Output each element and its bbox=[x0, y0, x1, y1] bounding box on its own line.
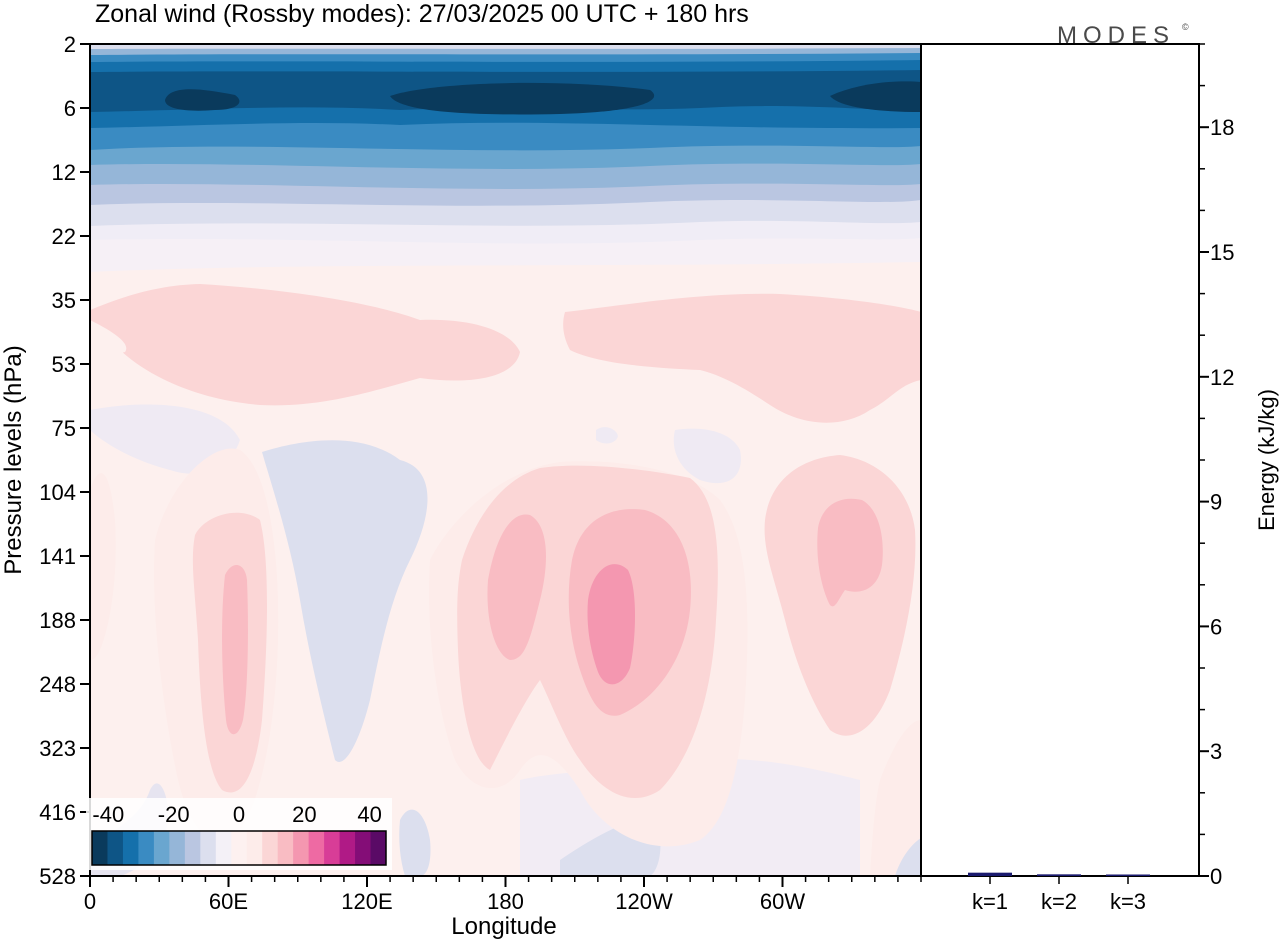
colorbar-swatch bbox=[92, 831, 108, 865]
colorbar-swatch bbox=[231, 831, 248, 865]
colorbar-frame bbox=[91, 830, 387, 866]
y-tick-label: 35 bbox=[52, 288, 76, 313]
colorbar-tick-label: 0 bbox=[233, 802, 245, 827]
y-tick-label: 416 bbox=[39, 800, 76, 825]
y-tick-label: 22 bbox=[52, 224, 76, 249]
energy-bar bbox=[1037, 874, 1081, 876]
y-tick-label: 141 bbox=[39, 544, 76, 569]
y-tick-label: 53 bbox=[52, 352, 76, 377]
y-tick-label: 75 bbox=[52, 416, 76, 441]
colorbar-swatch bbox=[122, 831, 139, 865]
y-tick-label: 2 bbox=[64, 32, 76, 57]
energy-panel-frame bbox=[920, 43, 1200, 877]
colorbar-swatch bbox=[277, 831, 294, 865]
energy-bars: k=1 k=2 k=3 bbox=[968, 872, 1150, 914]
colorbar-swatch bbox=[184, 831, 201, 865]
energy-bar bbox=[968, 872, 1012, 876]
x-tick-label: 60W bbox=[760, 889, 805, 914]
colorbar-tick-label: 40 bbox=[357, 802, 381, 827]
x-tick-label: 120W bbox=[615, 889, 673, 914]
energy-tick-label: 12 bbox=[1210, 365, 1234, 390]
y-axis-label: Pressure levels (hPa) bbox=[0, 345, 27, 574]
y-tick-label: 6 bbox=[64, 96, 76, 121]
colorbar-swatch bbox=[215, 831, 232, 865]
colorbar-swatch bbox=[293, 831, 310, 865]
colorbar-swatch bbox=[138, 831, 155, 865]
pressure-axis: 2 6 12 22 35 53 75 104 141 188 248 323 416 528 bbox=[39, 32, 90, 889]
colorbar-tick-label: -40 bbox=[92, 802, 124, 827]
colorbar-swatch bbox=[246, 831, 263, 865]
logo-mark: © bbox=[1182, 22, 1189, 32]
y-tick-label: 528 bbox=[39, 864, 76, 889]
energy-axis-label: Energy (kJ/kg) bbox=[1254, 389, 1279, 531]
colorbar-tick-label: -20 bbox=[158, 802, 190, 827]
y-tick-label: 248 bbox=[39, 672, 76, 697]
y-tick-label: 12 bbox=[52, 160, 76, 185]
x-tick-label: 180 bbox=[487, 889, 524, 914]
y-tick-label: 104 bbox=[39, 480, 76, 505]
x-axis-label: Longitude bbox=[451, 913, 556, 940]
energy-tick-label: 18 bbox=[1210, 115, 1234, 140]
colorbar-swatch bbox=[308, 831, 325, 865]
y-tick-label: 323 bbox=[39, 736, 76, 761]
x-tick-label: 120E bbox=[341, 889, 392, 914]
x-tick-label: 0 bbox=[84, 889, 96, 914]
chart-title: Zonal wind (Rossby modes): 27/03/2025 00… bbox=[95, 0, 749, 28]
colorbar-swatch bbox=[355, 831, 372, 865]
longitude-axis: 0 60E 120E 180 120W 60W bbox=[84, 876, 922, 914]
colorbar-swatch bbox=[324, 831, 341, 865]
category-label: k=2 bbox=[1041, 889, 1077, 914]
colorbar-swatch bbox=[262, 831, 279, 865]
colorbar-swatch bbox=[107, 831, 124, 865]
colorbar-swatch bbox=[200, 831, 217, 865]
energy-tick-label: 15 bbox=[1210, 240, 1234, 265]
energy-bar bbox=[1106, 874, 1150, 876]
energy-tick-label: 6 bbox=[1210, 614, 1222, 639]
colorbar: -40 -20 0 20 40 bbox=[86, 798, 392, 870]
colorbar-tick-label: 20 bbox=[292, 802, 316, 827]
colorbar-swatch bbox=[169, 831, 186, 865]
colorbar-swatch bbox=[339, 831, 356, 865]
energy-tick-label: 0 bbox=[1210, 864, 1222, 889]
energy-tick-label: 9 bbox=[1210, 490, 1222, 515]
energy-axis: 0 3 6 9 12 15 18 bbox=[1199, 43, 1234, 889]
colorbar-swatch bbox=[370, 831, 387, 865]
energy-tick-label: 3 bbox=[1210, 739, 1222, 764]
y-tick-label: 188 bbox=[39, 608, 76, 633]
contour-field bbox=[90, 44, 921, 876]
x-tick-label: 60E bbox=[209, 889, 248, 914]
category-label: k=3 bbox=[1110, 889, 1146, 914]
category-label: k=1 bbox=[972, 889, 1008, 914]
colorbar-swatch bbox=[153, 831, 170, 865]
